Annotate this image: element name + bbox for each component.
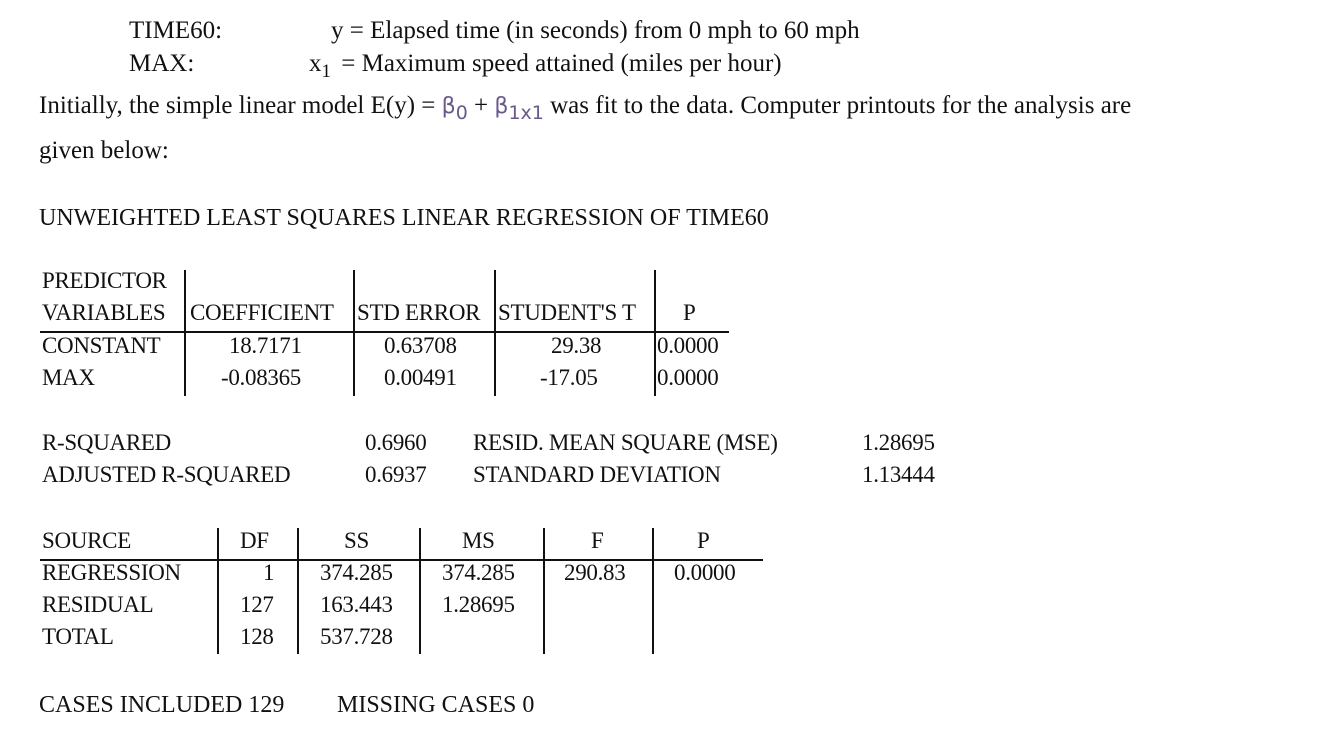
coef-row-constant-name: CONSTANT xyxy=(42,333,161,358)
coef-col-divider-2 xyxy=(353,270,355,396)
coef-row-max-p: 0.0000 xyxy=(657,365,719,390)
anova-row-total-ss: 537.728 xyxy=(320,624,393,649)
coef-row-constant-coef: 18.7171 xyxy=(229,333,302,358)
anova-row-residual-source: RESIDUAL xyxy=(42,592,154,617)
printout-heading: UNWEIGHTED LEAST SQUARES LINEAR REGRESSI… xyxy=(39,205,769,231)
intro-text-1: Initially, the simple linear model E(y) … xyxy=(39,92,436,119)
coef-row-max-name: MAX xyxy=(42,365,95,390)
anova-row-regression-ss: 374.285 xyxy=(320,560,393,585)
intro-text-2: was fit to the data. Computer printouts … xyxy=(550,92,1132,119)
plus-sign: + xyxy=(474,92,489,119)
cases-included: CASES INCLUDED 129 xyxy=(39,692,285,718)
def-text-x1: = Maximum speed attained (miles per hour… xyxy=(341,50,782,77)
r-squared-value: 0.6960 xyxy=(365,430,427,455)
coef-row-constant-t: 29.38 xyxy=(551,333,602,358)
header-students-t: STUDENT'S T xyxy=(498,300,636,325)
anova-row-residual-df: 127 xyxy=(240,592,274,617)
def-name-max: MAX: xyxy=(129,50,195,77)
anova-row-residual-ss: 163.443 xyxy=(320,592,393,617)
mse-value: 1.28695 xyxy=(862,430,935,455)
coef-col-divider-4 xyxy=(654,270,656,396)
anova-header-rule xyxy=(40,559,763,561)
anova-row-regression-p: 0.0000 xyxy=(674,560,736,585)
coef-row-constant-se: 0.63708 xyxy=(384,333,457,358)
anova-col-divider-2 xyxy=(297,528,299,654)
std-dev-label: STANDARD DEVIATION xyxy=(473,462,721,487)
intro-line-2: given below: xyxy=(39,137,169,164)
anova-row-regression-source: REGRESSION xyxy=(42,560,181,585)
anova-row-total-source: TOTAL xyxy=(42,624,114,649)
header-predictor: PREDICTOR xyxy=(42,268,167,293)
anova-header-ms: MS xyxy=(462,528,495,553)
anova-header-f: F xyxy=(591,528,604,553)
coef-col-divider-1 xyxy=(184,270,186,396)
def-symbol-y: y xyxy=(331,17,344,44)
r-squared-label: R-SQUARED xyxy=(42,430,171,455)
adj-r-squared-label: ADJUSTED R-SQUARED xyxy=(42,462,291,487)
header-variables: VARIABLES xyxy=(42,300,166,325)
anova-row-regression-ms: 374.285 xyxy=(442,560,515,585)
mse-label: RESID. MEAN SQUARE (MSE) xyxy=(473,430,778,455)
coef-row-max-coef: -0.08365 xyxy=(221,365,302,390)
missing-cases: MISSING CASES 0 xyxy=(337,692,535,718)
anova-row-regression-f: 290.83 xyxy=(564,560,626,585)
anova-header-df: DF xyxy=(240,528,269,553)
beta1x1-symbol: β1x1 xyxy=(494,94,544,124)
intro-line-1: Initially, the simple linear model E(y) … xyxy=(39,92,1131,124)
anova-col-divider-4 xyxy=(543,528,545,654)
anova-row-residual-ms: 1.28695 xyxy=(442,592,515,617)
def-desc-time60: y = Elapsed time (in seconds) from 0 mph… xyxy=(331,14,860,47)
coef-row-max-se: 0.00491 xyxy=(384,365,457,390)
def-desc-max: x1 = Maximum speed attained (miles per h… xyxy=(309,47,782,88)
coef-row-constant-p: 0.0000 xyxy=(657,333,719,358)
anova-col-divider-3 xyxy=(419,528,421,654)
anova-header-source: SOURCE xyxy=(42,528,131,553)
def-name-time60: TIME60: xyxy=(129,17,223,44)
anova-row-total-df: 128 xyxy=(240,624,274,649)
coef-header-rule xyxy=(40,331,729,333)
header-coefficient: COEFFICIENT xyxy=(190,300,334,325)
anova-col-divider-5 xyxy=(652,528,654,654)
anova-row-regression-df: 1 xyxy=(263,560,275,585)
header-p: P xyxy=(683,300,696,325)
header-std-error: STD ERROR xyxy=(357,300,481,325)
beta0-symbol: β0 xyxy=(441,94,468,124)
anova-header-ss: SS xyxy=(344,528,369,553)
adj-r-squared-value: 0.6937 xyxy=(365,462,427,487)
anova-col-divider-1 xyxy=(217,528,219,654)
def-text-y: = Elapsed time (in seconds) from 0 mph t… xyxy=(349,17,860,44)
anova-header-p: P xyxy=(697,528,710,553)
coef-col-divider-3 xyxy=(494,270,496,396)
def-symbol-x1: x1 xyxy=(309,50,331,82)
coef-row-max-t: -17.05 xyxy=(540,365,598,390)
std-dev-value: 1.13444 xyxy=(862,462,935,487)
